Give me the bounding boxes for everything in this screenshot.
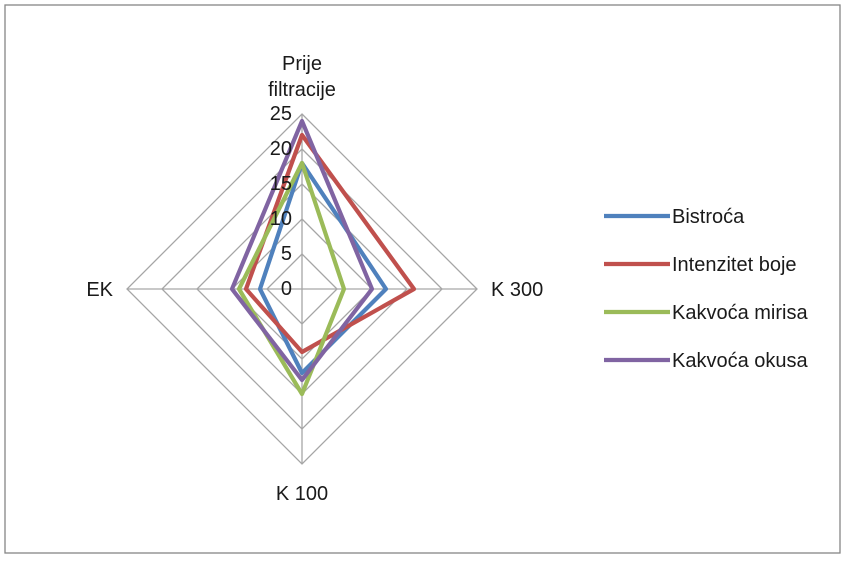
axis-labels: Prije filtracije K 300 K 100 EK xyxy=(86,53,543,505)
axis-label-ek: EK xyxy=(86,279,113,301)
legend-label: Kakvoća okusa xyxy=(672,350,809,372)
axis-label-k-300: K 300 xyxy=(491,279,543,301)
legend-item-kakvoca-okusa: Kakvoća okusa xyxy=(604,350,809,372)
tick-label-0: 0 xyxy=(281,278,292,300)
series-kakvoca-okusa xyxy=(229,118,375,383)
legend-label: Bistroća xyxy=(672,206,745,228)
legend-label: Kakvoća mirisa xyxy=(672,302,808,324)
radar-series xyxy=(229,118,417,397)
tick-label-10: 10 xyxy=(270,208,292,230)
axis-label-k-100: K 100 xyxy=(276,483,328,505)
tick-label-5: 5 xyxy=(281,243,292,265)
chart-border xyxy=(4,4,841,554)
legend-item-intenzitet-boje: Intenzitet boje xyxy=(604,254,797,276)
scale-ticks: 0 5 10 15 20 25 xyxy=(270,103,292,300)
legend-item-kakvoca-mirisa: Kakvoća mirisa xyxy=(604,302,808,324)
series-bistroca xyxy=(257,160,389,376)
series-kakvoca-mirisa xyxy=(236,160,347,397)
axis-label-prije-filtracije: Prije filtracije xyxy=(268,53,336,101)
tick-label-25: 25 xyxy=(270,103,292,125)
legend: Bistroća Intenzitet boje Kakvoća mirisa Kak… xyxy=(604,206,809,372)
legend-label: Intenzitet boje xyxy=(672,254,797,276)
tick-label-15: 15 xyxy=(270,173,292,195)
tick-label-20: 20 xyxy=(270,138,292,160)
legend-item-bistroca: Bistroća xyxy=(604,206,745,228)
